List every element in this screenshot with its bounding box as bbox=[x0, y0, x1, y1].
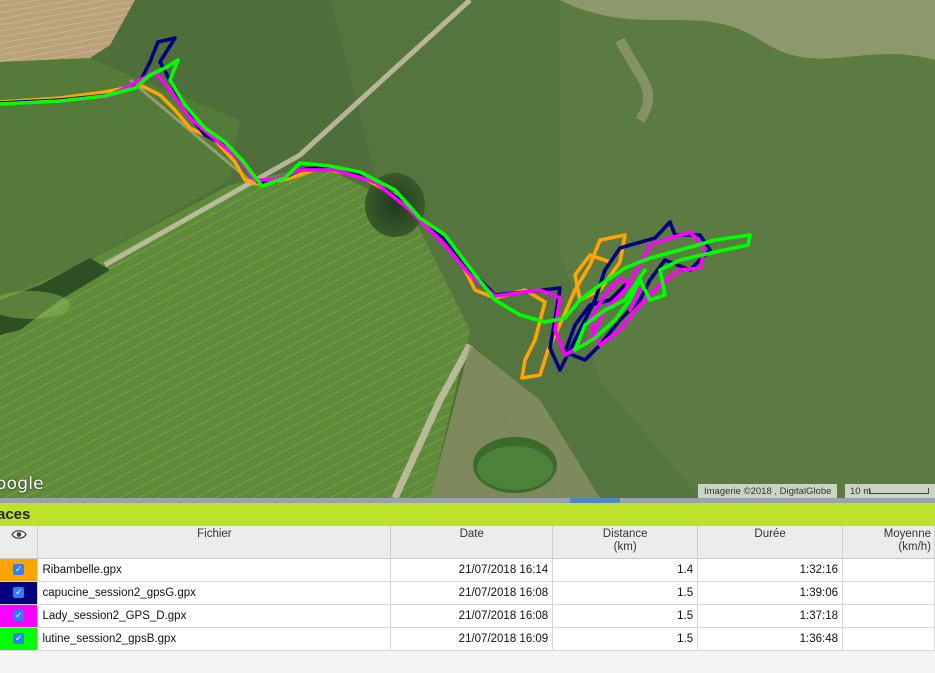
table-row[interactable]: ✓ Ribambelle.gpx 21/07/2018 16:14 1.4 1:… bbox=[0, 558, 935, 582]
stubble-field bbox=[0, 0, 135, 62]
file-name-cell: lutine_session2_gpsB.gpx bbox=[37, 627, 392, 651]
eye-icon bbox=[10, 530, 27, 539]
date-cell: 21/07/2018 16:08 bbox=[390, 581, 554, 605]
track-lady bbox=[0, 70, 707, 357]
average-cell bbox=[842, 558, 935, 582]
file-name-cell: Lady_session2_GPS_D.gpx bbox=[37, 604, 392, 628]
date-cell: 21/07/2018 16:08 bbox=[390, 604, 554, 628]
traces-table: Fichier Date Distance (km) Durée Moyenne(… bbox=[0, 526, 935, 651]
panel-splitter[interactable] bbox=[0, 498, 935, 503]
visibility-column-header[interactable] bbox=[0, 526, 39, 559]
map-scale: 10 m bbox=[845, 484, 935, 498]
imagery-attribution: Imagerie ©2018 , DigitalGlobe bbox=[698, 484, 838, 498]
column-header-distance[interactable]: Distance (km) bbox=[552, 526, 699, 559]
table-row[interactable]: ✓ Lady_session2_GPS_D.gpx 21/07/2018 16:… bbox=[0, 604, 935, 628]
duration-cell: 1:36:48 bbox=[697, 627, 843, 651]
track-color-swatch[interactable]: ✓ bbox=[0, 627, 39, 651]
table-row[interactable]: ✓ lutine_session2_gpsB.gpx 21/07/2018 16… bbox=[0, 627, 935, 651]
scale-label: 10 m bbox=[850, 486, 872, 497]
average-cell bbox=[842, 581, 935, 605]
track-visible-checkbox[interactable]: ✓ bbox=[13, 587, 25, 599]
track-visible-checkbox[interactable]: ✓ bbox=[13, 610, 25, 622]
google-logo: oogle bbox=[0, 474, 44, 494]
embankment bbox=[560, 0, 935, 60]
satellite-map[interactable]: oogle Imagerie ©2018 , DigitalGlobe 10 m bbox=[0, 0, 935, 498]
track-color-swatch[interactable]: ✓ bbox=[0, 581, 39, 605]
column-header-date[interactable]: Date bbox=[390, 526, 554, 559]
date-cell: 21/07/2018 16:09 bbox=[390, 627, 554, 651]
track-visible-checkbox[interactable]: ✓ bbox=[13, 564, 25, 576]
traces-panel-header: aces bbox=[0, 503, 935, 526]
duration-cell: 1:32:16 bbox=[697, 558, 843, 582]
file-name-cell: Ribambelle.gpx bbox=[37, 558, 392, 582]
plowed-field bbox=[0, 165, 470, 498]
duration-cell: 1:37:18 bbox=[697, 604, 843, 628]
distance-cell: 1.5 bbox=[552, 604, 699, 628]
track-visible-checkbox[interactable]: ✓ bbox=[13, 633, 25, 645]
hedgerow bbox=[0, 258, 110, 335]
column-header-moyenne[interactable]: Moyenne (km/h) bbox=[842, 526, 935, 559]
date-cell: 21/07/2018 16:14 bbox=[390, 558, 554, 582]
track-color-swatch[interactable]: ✓ bbox=[0, 604, 39, 628]
map-canvas bbox=[0, 0, 935, 498]
distance-cell: 1.4 bbox=[552, 558, 699, 582]
scale-bar bbox=[869, 488, 929, 494]
lower-road bbox=[391, 343, 474, 498]
dirt-road bbox=[103, 0, 472, 268]
average-cell bbox=[842, 604, 935, 628]
average-cell bbox=[842, 627, 935, 651]
panel-title: aces bbox=[0, 506, 31, 523]
track-color-swatch[interactable]: ✓ bbox=[0, 558, 39, 582]
table-header-row: Fichier Date Distance (km) Durée Moyenne(… bbox=[0, 526, 935, 559]
track-lutine bbox=[0, 58, 752, 352]
shrub-cluster bbox=[365, 173, 425, 237]
duration-cell: 1:39:06 bbox=[697, 581, 843, 605]
column-header-fichier[interactable]: Fichier bbox=[37, 526, 392, 559]
distance-cell: 1.5 bbox=[552, 581, 699, 605]
gps-tracks bbox=[0, 36, 752, 380]
column-header-duree[interactable]: Durée bbox=[697, 526, 843, 559]
table-row[interactable]: ✓ capucine_session2_gpsG.gpx 21/07/2018 … bbox=[0, 581, 935, 605]
file-name-cell: capucine_session2_gpsG.gpx bbox=[37, 581, 392, 605]
distance-cell: 1.5 bbox=[552, 627, 699, 651]
splitter-grip[interactable] bbox=[570, 498, 620, 503]
